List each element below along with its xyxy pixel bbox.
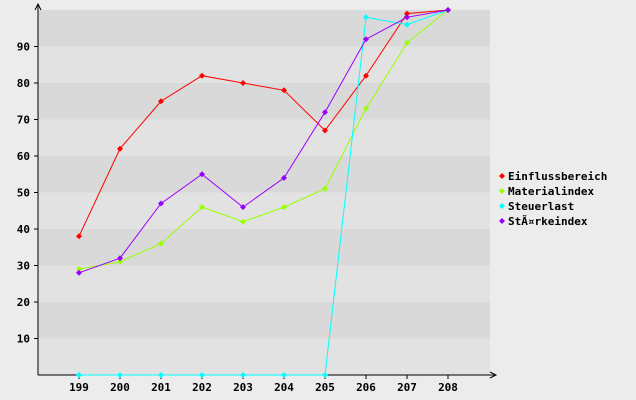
legend-label: Einflussbereich bbox=[508, 170, 607, 183]
legend-marker bbox=[499, 188, 505, 194]
grid-band bbox=[38, 302, 490, 339]
data-point bbox=[281, 372, 287, 378]
data-point bbox=[363, 105, 369, 112]
grid-band bbox=[38, 338, 490, 375]
data-point bbox=[404, 21, 410, 28]
x-tick-label: 200 bbox=[110, 381, 130, 394]
data-point bbox=[76, 266, 82, 273]
data-point bbox=[281, 174, 287, 181]
y-tick-label: 60 bbox=[17, 150, 30, 163]
data-point bbox=[158, 98, 164, 105]
grid-band bbox=[38, 192, 490, 229]
series-line bbox=[78, 9, 449, 270]
series-lines bbox=[76, 7, 451, 378]
legend-label: Steuerlast bbox=[508, 200, 574, 213]
legend-marker bbox=[499, 173, 505, 179]
data-point bbox=[322, 109, 328, 116]
series-line bbox=[78, 9, 449, 237]
y-tick-label: 20 bbox=[17, 296, 30, 309]
x-tick-label: 199 bbox=[69, 381, 89, 394]
x-tick-label: 202 bbox=[192, 381, 212, 394]
data-point bbox=[199, 372, 205, 378]
y-tick-label: 80 bbox=[17, 77, 30, 90]
data-point bbox=[445, 7, 451, 13]
grid-bands bbox=[38, 10, 490, 375]
data-point bbox=[240, 218, 246, 225]
y-tick-label: 30 bbox=[17, 260, 30, 273]
legend-marker bbox=[499, 218, 505, 224]
data-point bbox=[281, 204, 287, 211]
data-point bbox=[363, 14, 369, 21]
data-point bbox=[404, 10, 410, 17]
y-tick-labels: 10 20 30 40 50 60 70 80 90 bbox=[17, 41, 30, 346]
data-point bbox=[281, 87, 287, 94]
data-point bbox=[117, 372, 123, 378]
data-point bbox=[322, 127, 328, 134]
y-tick-label: 90 bbox=[17, 41, 30, 54]
x-tick-label: 206 bbox=[356, 381, 376, 394]
y-axis-arrow bbox=[34, 2, 42, 11]
series-line bbox=[79, 9, 449, 376]
x-tick-label: 201 bbox=[151, 381, 171, 394]
grid-band bbox=[38, 265, 490, 302]
grid-band bbox=[38, 156, 490, 193]
data-point bbox=[117, 145, 123, 152]
data-point bbox=[158, 372, 164, 378]
x-tick-label: 208 bbox=[438, 381, 458, 394]
data-point bbox=[117, 255, 123, 262]
data-point bbox=[158, 240, 164, 247]
data-point bbox=[240, 80, 246, 86]
data-point bbox=[158, 200, 164, 207]
data-point bbox=[117, 258, 123, 265]
data-point bbox=[76, 269, 82, 276]
grid-band bbox=[38, 83, 490, 120]
x-tick-label: 204 bbox=[274, 381, 294, 394]
y-tick-label: 70 bbox=[17, 114, 30, 127]
series-line bbox=[78, 9, 449, 274]
legend-label: StÃ¤rkeindex bbox=[508, 215, 588, 228]
data-point bbox=[199, 204, 205, 211]
data-point bbox=[404, 14, 410, 21]
x-tick-label: 203 bbox=[233, 381, 253, 394]
data-point bbox=[76, 233, 82, 240]
data-point bbox=[240, 204, 246, 211]
y-tick-label: 10 bbox=[17, 333, 30, 346]
legend: Einflussbereich Materialindex Steuerlast St… bbox=[499, 170, 607, 228]
x-tick-label: 205 bbox=[315, 381, 335, 394]
data-point bbox=[199, 171, 205, 178]
data-point bbox=[322, 185, 328, 192]
data-point bbox=[363, 72, 369, 79]
x-axis-arrow bbox=[489, 371, 498, 379]
data-point bbox=[322, 372, 328, 378]
data-point bbox=[199, 72, 205, 79]
data-point bbox=[363, 36, 369, 43]
data-point bbox=[404, 39, 410, 46]
data-point bbox=[240, 372, 246, 378]
grid-band bbox=[38, 10, 490, 47]
legend-label: Materialindex bbox=[508, 185, 594, 198]
y-tick-label: 50 bbox=[17, 187, 30, 200]
data-point bbox=[76, 372, 82, 378]
grid-band bbox=[38, 46, 490, 83]
y-tick-label: 40 bbox=[17, 223, 30, 236]
legend-marker bbox=[499, 203, 505, 209]
x-tick-labels: 199 200 201 202 203 204 205 206 207 208 bbox=[69, 381, 458, 394]
grid-band bbox=[38, 119, 490, 156]
x-tick-label: 207 bbox=[397, 381, 417, 394]
grid-band bbox=[38, 229, 490, 266]
